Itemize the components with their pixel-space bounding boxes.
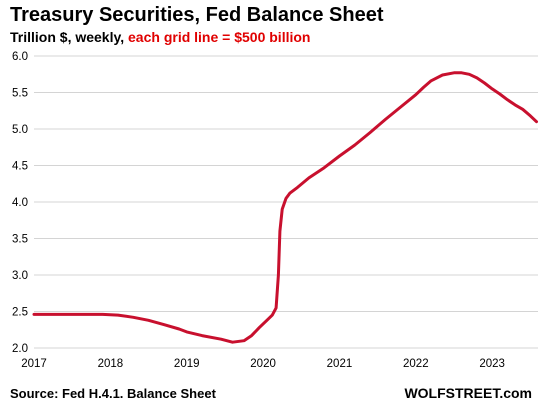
subtitle-units: Trillion $, weekly, (10, 29, 129, 45)
y-tick-label: 2.5 (12, 307, 28, 319)
y-tick-label: 2.0 (12, 343, 28, 355)
source-note: Source: Fed H.4.1. Balance Sheet (10, 386, 216, 401)
x-axis-ticks: 2017 2018 2019 2020 2021 2022 2023 (21, 358, 505, 370)
y-tick-label: 4.5 (12, 161, 28, 173)
chart-title: Treasury Securities, Fed Balance Sheet (10, 4, 384, 26)
chart-subtitle: Trillion $, weekly, each grid line = $50… (10, 29, 310, 45)
y-tick-label: 5.5 (12, 88, 28, 100)
y-tick-label: 6.0 (12, 51, 28, 63)
y-tick-label: 3.5 (12, 234, 28, 246)
subtitle-grid-note: each grid line = $500 billion (128, 29, 311, 45)
x-tick-label: 2021 (327, 358, 353, 370)
series-line-0 (32, 71, 538, 344)
y-tick-label: 4.0 (12, 197, 28, 209)
y-tick-label: 3.0 (12, 270, 28, 282)
y-axis-ticks: 2.0 2.5 3.0 3.5 4.0 4.5 5.0 5.5 6.0 (12, 51, 28, 355)
x-tick-label: 2022 (403, 358, 429, 370)
series-layer (32, 71, 538, 344)
x-tick-label: 2023 (479, 358, 505, 370)
gridlines (34, 55, 538, 349)
y-tick-label: 5.0 (12, 124, 28, 136)
x-tick-label: 2020 (250, 358, 276, 370)
brand-logo: WOLFSTREET.com (404, 385, 532, 401)
x-tick-label: 2019 (174, 358, 200, 370)
x-tick-label: 2017 (21, 358, 47, 370)
x-tick-label: 2018 (98, 358, 124, 370)
